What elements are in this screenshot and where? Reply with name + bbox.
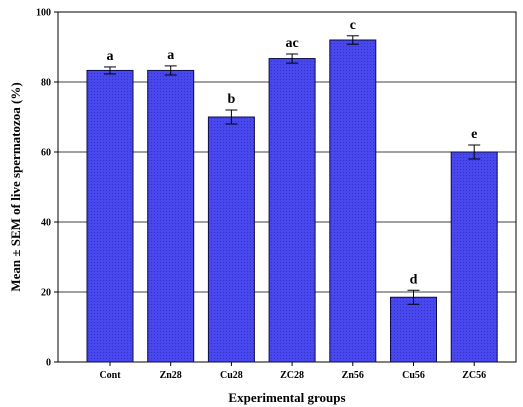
significance-letter: e: [471, 127, 477, 142]
bar-cu28: [207, 116, 255, 363]
x-tick-label: Cont: [99, 370, 121, 381]
bar-cu56: [390, 296, 437, 363]
significance-letter: ac: [285, 36, 298, 51]
bars: [86, 35, 498, 363]
y-tick-label: 20: [41, 288, 51, 299]
bar-cont: [86, 69, 134, 363]
y-tick-label: 60: [41, 148, 51, 159]
labels: 0 20 40 60 80 100 Cont a Zn28 a Cu28 b ZC28 ac Zn56 c Cu…: [36, 8, 486, 382]
significance-letter: d: [410, 272, 418, 287]
x-tick-label: Zn56: [342, 370, 364, 381]
x-tick-label: ZC56: [462, 370, 486, 381]
bar-zn56: [329, 39, 377, 363]
x-tick-label: Cu28: [220, 370, 243, 381]
x-axis-title: Experimental groups: [228, 390, 345, 405]
x-tick-label: ZC28: [280, 370, 304, 381]
significance-letter: a: [107, 49, 114, 64]
y-tick-label: 100: [36, 8, 51, 19]
bar-zc56: [450, 151, 498, 363]
x-tick-label: Zn28: [160, 370, 182, 381]
y-tick-label: 40: [41, 218, 51, 229]
y-axis-title: Mean ± SEM of live spermatozoa (%): [8, 82, 23, 291]
x-tick-label: Cu56: [402, 370, 425, 381]
bar-zn28: [147, 69, 195, 363]
significance-letter: a: [167, 48, 174, 63]
significance-letter: b: [228, 92, 236, 107]
significance-letter: c: [350, 18, 356, 33]
bar-zc28: [268, 58, 316, 363]
y-tick-label: 0: [46, 358, 51, 369]
y-tick-label: 80: [41, 78, 51, 89]
